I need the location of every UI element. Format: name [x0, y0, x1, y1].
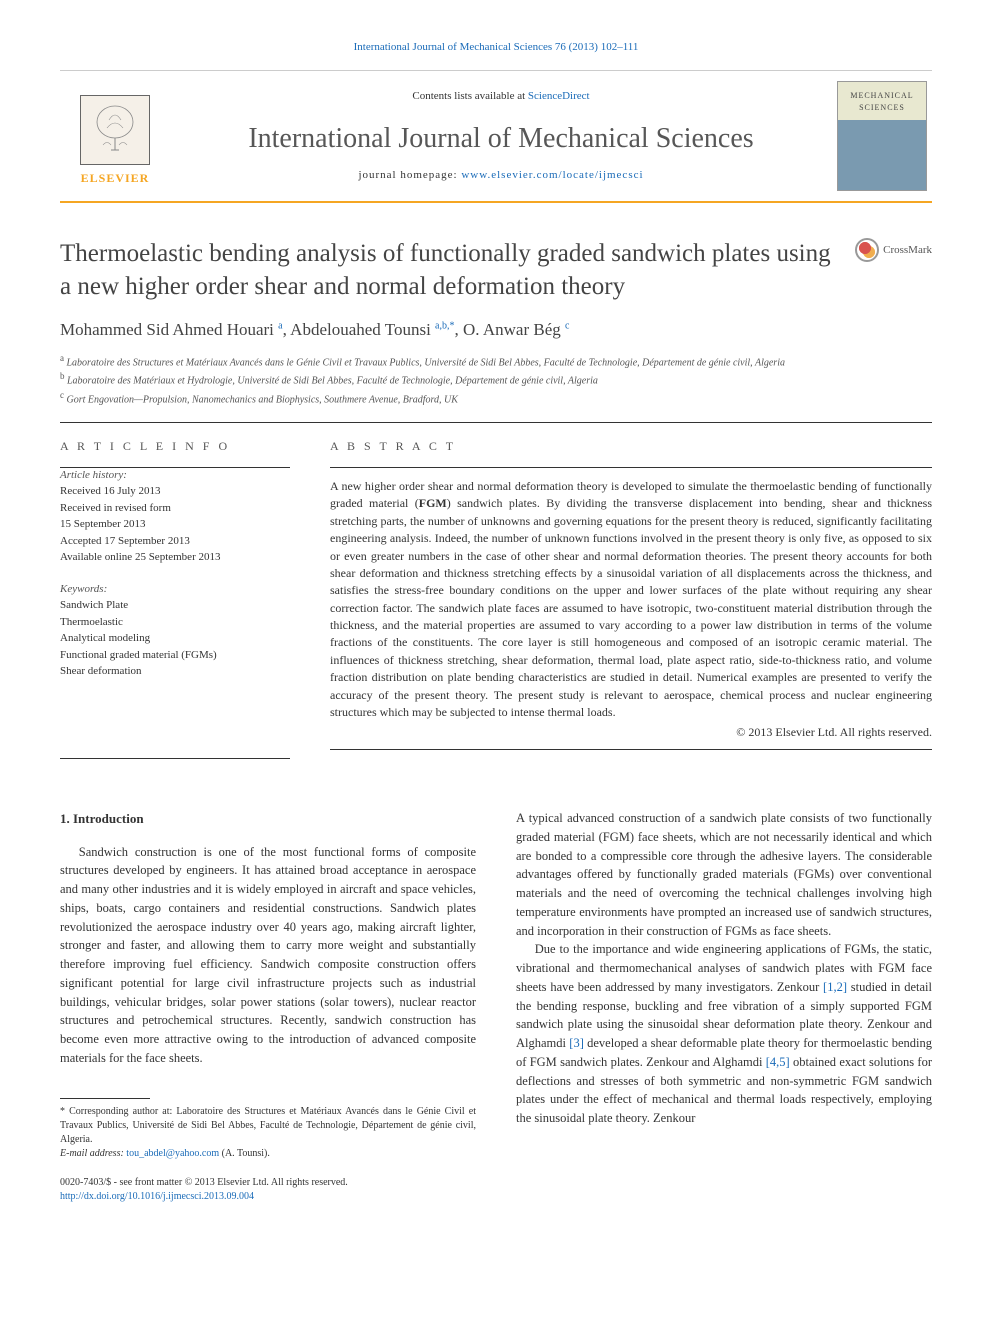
history-items: Received 16 July 2013Received in revised… [60, 483, 290, 566]
abstract-label: A B S T R A C T [330, 438, 932, 455]
ref-link[interactable]: [1,2] [823, 980, 847, 994]
doi-link[interactable]: http://dx.doi.org/10.1016/j.ijmecsci.201… [60, 1191, 254, 1202]
history-label: Article history: [60, 468, 290, 483]
abstract-text: A new higher order shear and normal defo… [330, 478, 932, 721]
journal-cover-thumbnail[interactable]: MECHANICAL SCIENCES [837, 81, 927, 191]
body-paragraph: Sandwich construction is one of the most… [60, 843, 476, 1068]
crossmark-badge[interactable]: CrossMark [855, 238, 932, 262]
issue-citation[interactable]: International Journal of Mechanical Scie… [60, 40, 932, 55]
contents-list-line: Contents lists available at ScienceDirec… [185, 89, 817, 104]
affiliation-b: b Laboratoire des Matériaux et Hydrologi… [60, 370, 932, 388]
publisher-name: ELSEVIER [81, 170, 150, 187]
issn-line: 0020-7403/$ - see front matter © 2013 El… [60, 1176, 476, 1190]
author-email-link[interactable]: tou_abdel@yahoo.com [126, 1148, 219, 1159]
article-title: Thermoelastic bending analysis of functi… [60, 238, 835, 303]
thin-divider [330, 467, 932, 468]
crossmark-icon [855, 238, 879, 262]
section-heading-introduction: 1. Introduction [60, 809, 476, 829]
publisher-logo[interactable]: ELSEVIER [65, 86, 165, 186]
keywords-items: Sandwich PlateThermoelasticAnalytical mo… [60, 597, 290, 680]
journal-homepage-link[interactable]: www.elsevier.com/locate/ijmecsci [461, 169, 643, 181]
ref-link[interactable]: [4,5] [766, 1055, 790, 1069]
affiliation-c: c Gort Engovation—Propulsion, Nanomechan… [60, 389, 932, 407]
ref-link[interactable]: [3] [569, 1036, 584, 1050]
journal-name: International Journal of Mechanical Scie… [185, 119, 817, 158]
affiliation-a: a Laboratoire des Structures et Matériau… [60, 352, 932, 370]
body-paragraph: Due to the importance and wide engineeri… [516, 940, 932, 1128]
footnote-divider [60, 1098, 150, 1099]
body-column-left: 1. Introduction Sandwich construction is… [60, 809, 476, 1204]
authors-line: Mohammed Sid Ahmed Houari a, Abdelouahed… [60, 318, 932, 342]
divider [60, 422, 932, 423]
elsevier-tree-icon [80, 95, 150, 165]
body-paragraph: A typical advanced construction of a san… [516, 809, 932, 940]
journal-homepage-line: journal homepage: www.elsevier.com/locat… [185, 168, 817, 183]
sciencedirect-link[interactable]: ScienceDirect [528, 90, 590, 102]
journal-header: ELSEVIER Contents lists available at Sci… [60, 70, 932, 203]
body-column-right: A typical advanced construction of a san… [516, 809, 932, 1204]
thin-divider [330, 749, 932, 750]
email-footnote: E-mail address: tou_abdel@yahoo.com (A. … [60, 1147, 476, 1161]
keywords-label: Keywords: [60, 582, 290, 597]
affiliations-block: a Laboratoire des Structures et Matériau… [60, 352, 932, 407]
article-info-label: A R T I C L E I N F O [60, 438, 290, 455]
crossmark-label: CrossMark [883, 243, 932, 258]
thin-divider [60, 758, 290, 759]
corresponding-author-footnote: * Corresponding author at: Laboratoire d… [60, 1105, 476, 1147]
copyright-line: © 2013 Elsevier Ltd. All rights reserved… [330, 724, 932, 741]
